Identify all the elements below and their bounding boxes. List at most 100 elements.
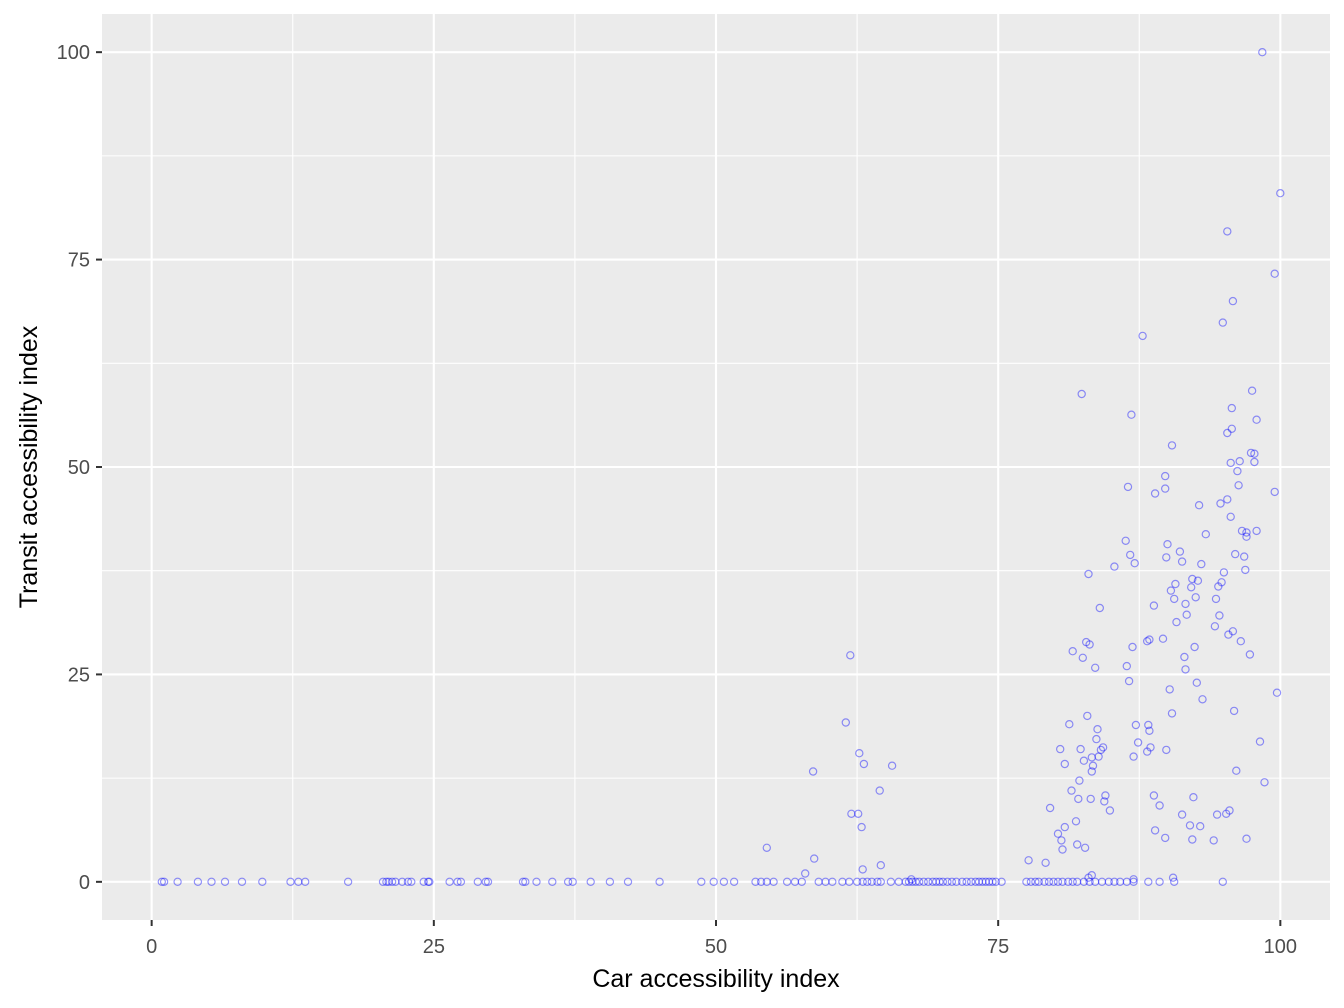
data-point (456, 877, 466, 887)
data-point (1088, 761, 1098, 770)
data-point (1250, 457, 1259, 467)
x-tick-label: 100 (1264, 936, 1297, 958)
data-point (1049, 877, 1058, 887)
data-point (846, 651, 855, 660)
data-point (1124, 676, 1134, 686)
data-point (876, 877, 886, 887)
data-point (1058, 877, 1067, 887)
data-point (911, 877, 921, 887)
data-point (1060, 822, 1070, 832)
data-point (1130, 559, 1139, 568)
data-point (586, 877, 595, 887)
data-point (1230, 549, 1240, 559)
data-point (1055, 744, 1065, 754)
data-point (481, 877, 490, 887)
data-point (1079, 756, 1089, 765)
data-point (1270, 487, 1279, 497)
data-point (1128, 642, 1137, 652)
data-point (797, 877, 807, 887)
data-point (1084, 873, 1093, 882)
data-point (237, 877, 247, 887)
data-point (1072, 840, 1082, 849)
data-point (1232, 766, 1241, 775)
data-point (924, 877, 933, 887)
data-point (1226, 458, 1235, 468)
data-point (1155, 801, 1164, 810)
data-point (1214, 582, 1223, 591)
data-point (1223, 495, 1232, 504)
data-point (1142, 747, 1152, 756)
data-point (1246, 448, 1256, 458)
data-point (894, 877, 904, 887)
data-point (1219, 568, 1229, 577)
data-point (1181, 599, 1190, 609)
data-point (1044, 877, 1054, 887)
data-point (1057, 836, 1066, 845)
data-point (1040, 877, 1049, 887)
data-point (1160, 471, 1170, 481)
data-point (810, 854, 819, 863)
data-point (1260, 778, 1269, 787)
data-point (1165, 685, 1174, 694)
data-point (1190, 642, 1199, 652)
data-point (1086, 794, 1095, 804)
data-point (1168, 873, 1178, 882)
data-point (1123, 482, 1133, 492)
data-point (904, 877, 914, 887)
data-point (419, 877, 428, 887)
data-point (1270, 269, 1279, 278)
data-point (875, 786, 884, 795)
x-tick-label: 75 (987, 936, 1009, 958)
data-point (1237, 526, 1247, 536)
x-axis-title: Car accessibility index (592, 965, 840, 993)
data-point (997, 877, 1006, 887)
grid-lines (102, 14, 1330, 920)
data-point (863, 877, 872, 887)
data-point (1034, 877, 1044, 887)
data-point (1121, 536, 1130, 546)
data-point (1067, 786, 1076, 795)
data-point (1245, 650, 1255, 659)
data-point (1085, 640, 1094, 649)
data-point (1189, 793, 1198, 802)
data-point (1122, 877, 1132, 887)
data-point (1024, 856, 1033, 865)
y-tick-label: 50 (68, 457, 90, 479)
data-point (1105, 806, 1115, 815)
data-point (1171, 579, 1180, 589)
data-point (1096, 745, 1106, 755)
data-point (1193, 576, 1203, 585)
data-point (1053, 829, 1063, 838)
data-point (974, 877, 984, 887)
data-point (1229, 706, 1239, 716)
x-tick-label: 0 (146, 936, 157, 958)
data-point (1072, 877, 1082, 887)
data-point (1045, 803, 1055, 813)
data-point (1186, 583, 1196, 592)
data-point (445, 877, 454, 887)
data-point (382, 877, 391, 887)
data-point (858, 865, 867, 874)
data-point (1122, 661, 1132, 671)
data-point (867, 877, 877, 887)
data-point (1191, 593, 1200, 602)
data-point (473, 877, 482, 887)
y-tick-label: 25 (68, 664, 90, 686)
data-point (1101, 791, 1110, 800)
data-point (1104, 877, 1114, 887)
data-point (1236, 637, 1246, 646)
data-point (841, 718, 851, 727)
data-point (1150, 826, 1160, 835)
data-point (1026, 877, 1036, 887)
data-point (886, 877, 896, 887)
data-point (1272, 688, 1282, 697)
data-point (1053, 877, 1063, 887)
data-point (294, 877, 303, 887)
data-point (1182, 610, 1191, 619)
data-point (915, 877, 924, 887)
data-point (1146, 743, 1155, 752)
data-point (483, 877, 493, 887)
data-point (258, 877, 267, 887)
data-point (1160, 484, 1170, 493)
data-point (1242, 528, 1251, 537)
